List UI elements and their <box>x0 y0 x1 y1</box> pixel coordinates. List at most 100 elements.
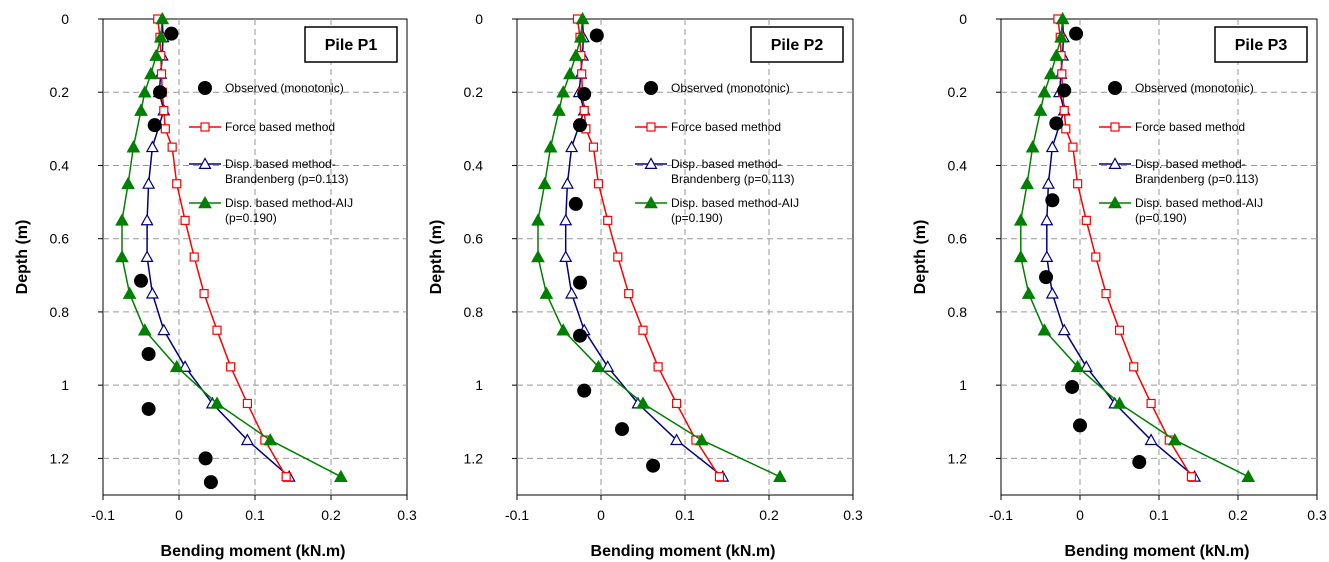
data-point <box>537 176 552 190</box>
data-point <box>1054 30 1068 43</box>
data-point <box>646 458 661 473</box>
chart-title: Pile P2 <box>771 37 824 54</box>
legend-marker <box>644 81 658 95</box>
y-tick-label: 1.2 <box>464 450 484 466</box>
x-tick-label: 0.1 <box>675 507 695 523</box>
y-tick-label: 0.6 <box>464 231 484 247</box>
data-point <box>593 179 604 189</box>
legend: Observed (monotonic) Force based method Di… <box>1099 81 1263 225</box>
data-point <box>1059 105 1069 116</box>
x-tick-label: 0.3 <box>397 507 417 523</box>
data-point <box>670 433 684 446</box>
legend-marker <box>644 195 658 209</box>
data-point <box>565 286 579 299</box>
legend-label: Disp. based method-AIJ <box>225 196 353 210</box>
data-point <box>1021 286 1036 299</box>
legend-label: (p=0.190) <box>1135 211 1187 225</box>
legend-label: Disp. based method- <box>225 157 336 171</box>
legend-label: Disp. based method-AIJ <box>1135 196 1263 210</box>
data-point <box>122 286 137 299</box>
legend-marker <box>644 157 658 169</box>
title-box <box>750 26 844 63</box>
data-point <box>1049 116 1064 131</box>
data-point <box>638 325 648 335</box>
data-point <box>141 401 156 416</box>
data-point <box>573 30 588 43</box>
data-point <box>573 328 587 343</box>
data-point <box>579 105 589 116</box>
data-point <box>568 48 583 61</box>
legend-label: Disp. based method-AIJ <box>671 196 799 210</box>
data-point <box>1049 48 1064 61</box>
data-point <box>153 30 168 43</box>
data-point <box>714 472 725 482</box>
x-tick-label: 0.2 <box>1228 507 1248 523</box>
data-point <box>1065 379 1080 394</box>
x-tick-label: 0 <box>597 507 605 523</box>
x-tick-label: 0.2 <box>759 507 779 523</box>
data-point <box>624 289 634 299</box>
series-0 <box>1039 26 1147 470</box>
legend-label: Observed (monotonic) <box>225 81 344 95</box>
data-point <box>147 118 162 133</box>
y-tick-label: 0.2 <box>50 84 70 100</box>
legend-marker <box>1108 157 1122 169</box>
chart-panel-3: -0.1 0 0.1 0.2 0.3 0 0.2 0.4 0.6 0.8 1 1.2 Bending m… <box>912 11 1327 560</box>
data-point <box>159 105 169 116</box>
data-point <box>149 48 164 61</box>
data-point <box>559 213 573 226</box>
data-point <box>226 362 236 372</box>
data-point <box>1040 250 1054 262</box>
data-point <box>1241 469 1256 482</box>
y-tick-label: 0.2 <box>948 84 968 100</box>
y-tick-label: 0.4 <box>948 157 968 173</box>
y-axis-label: Depth (m) <box>912 220 929 295</box>
x-tick-label: 0.3 <box>1307 507 1327 523</box>
data-point <box>263 433 278 446</box>
data-point <box>134 273 148 288</box>
data-point <box>169 359 184 373</box>
data-point <box>1057 69 1067 79</box>
data-point <box>178 360 192 372</box>
data-point <box>334 469 348 482</box>
y-tick-label: 0.8 <box>948 304 968 320</box>
legend-label: Force based method <box>1135 120 1245 134</box>
data-point <box>531 213 545 226</box>
data-point <box>137 85 152 98</box>
legend-label: (p=0.190) <box>671 211 723 225</box>
legend-label: Force based method <box>671 120 781 134</box>
data-point <box>155 11 170 25</box>
data-point <box>1013 213 1028 226</box>
data-point <box>140 250 154 262</box>
data-point <box>1081 215 1091 225</box>
data-point <box>565 140 579 153</box>
data-point <box>591 359 606 373</box>
data-point <box>588 142 599 152</box>
x-tick-label: 0.2 <box>321 507 341 523</box>
data-point <box>1039 270 1054 285</box>
data-point <box>577 383 592 398</box>
y-tick-label: 0 <box>959 11 967 27</box>
x-tick-label: 0.3 <box>843 507 863 523</box>
chart-title: Pile P1 <box>325 37 378 54</box>
data-point <box>1132 455 1147 470</box>
legend-marker <box>1110 122 1120 132</box>
title-box <box>304 26 398 63</box>
data-point <box>559 250 573 262</box>
legend-marker <box>1108 195 1122 209</box>
data-point <box>1146 398 1156 409</box>
data-point <box>1114 325 1125 335</box>
data-point <box>531 249 545 263</box>
y-tick-label: 1 <box>61 377 69 393</box>
legend-marker <box>1108 81 1122 95</box>
legend-label: Brandenberg (p=0.113) <box>225 172 349 186</box>
data-point <box>601 360 615 372</box>
data-point <box>115 213 129 226</box>
data-point <box>199 289 209 299</box>
data-point <box>1073 179 1083 189</box>
legend-label: (p=0.190) <box>225 211 277 225</box>
x-axis-label: Bending moment (kN.m) <box>591 543 776 560</box>
data-point <box>575 11 590 25</box>
data-point <box>1069 26 1084 41</box>
x-tick-label: -0.1 <box>505 507 529 523</box>
